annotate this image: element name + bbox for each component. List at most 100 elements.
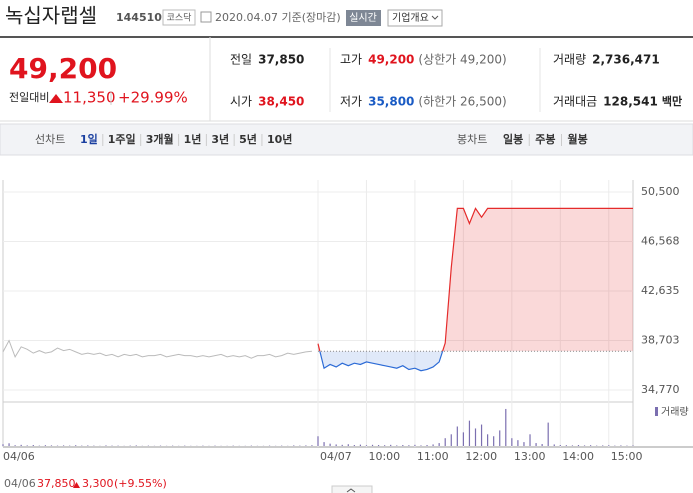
stock-name: 녹십자랩셀	[5, 4, 97, 28]
volume-bar	[359, 444, 362, 446]
tab-group-label: 봉차트	[457, 133, 487, 146]
volume-bar	[438, 443, 440, 446]
volume-bar	[493, 436, 495, 446]
stat-value: 38,450	[258, 95, 304, 109]
change: 11,350	[63, 89, 116, 107]
volume-bar	[505, 408, 507, 446]
volume-bar	[341, 444, 343, 446]
volume-bar	[583, 445, 586, 446]
volume-bar	[44, 445, 47, 446]
overview-dropdown[interactable]	[387, 9, 443, 27]
volume-bar	[541, 444, 543, 446]
volume-bar	[565, 445, 567, 446]
stat-unit: 백만	[662, 94, 682, 108]
volume-bar	[511, 438, 513, 446]
volume-bar	[456, 426, 458, 446]
volume-bar	[468, 420, 471, 446]
market: 코스닥	[167, 13, 192, 24]
footer-date: 04/06	[4, 477, 36, 490]
x-tick-label: 15:00	[611, 450, 643, 463]
volume-bar	[426, 445, 428, 446]
volume-bar	[517, 440, 519, 446]
calendar-icon	[200, 11, 212, 23]
overview[interactable]: 기업개요	[392, 11, 429, 24]
x-tick-label: 12:00	[465, 450, 497, 463]
footer-change: 3,300	[82, 477, 114, 490]
stat-extra: (상한가 49,200)	[418, 53, 506, 67]
tab[interactable]: 월봉	[568, 132, 588, 146]
down-area	[318, 351, 633, 371]
x-tick-label: 14:00	[562, 450, 594, 463]
volume-bar	[2, 444, 4, 446]
tab[interactable]: 1년	[184, 132, 202, 146]
volume-bar	[559, 445, 561, 446]
tab[interactable]: 3년	[211, 132, 229, 146]
tab[interactable]: 주봉	[535, 133, 555, 146]
volume-bar	[365, 445, 368, 446]
y-tick-label: 50,500	[641, 185, 680, 198]
volume-bar	[371, 444, 374, 446]
legend-swatch	[655, 407, 658, 416]
volume-bar	[444, 438, 446, 446]
stat-label: 고가	[340, 53, 362, 67]
stock-code: 144510	[116, 11, 162, 24]
stat-value: 49,200	[368, 53, 414, 67]
volume-bar	[432, 444, 434, 446]
volume-bar	[384, 445, 386, 446]
volume-bar	[75, 445, 77, 446]
tab[interactable]: 1일	[80, 132, 98, 146]
tab[interactable]: 1주일	[108, 132, 136, 146]
volume-bar	[499, 430, 501, 446]
stat-extra: (하한가 26,500)	[418, 95, 506, 109]
volume-bar	[535, 443, 537, 446]
x-tick-label: 11:00	[417, 450, 449, 463]
realtime[interactable]: 실시간	[349, 12, 377, 24]
volume-bar	[487, 434, 489, 446]
volume-bar	[553, 444, 555, 446]
change-label: 전일대비	[9, 90, 49, 104]
stat-value: 2,736,471	[592, 53, 660, 67]
stat-value: 35,800	[368, 95, 414, 109]
x-tick-label: 10:00	[368, 450, 400, 463]
volume-bar	[14, 445, 16, 446]
volume-bar	[632, 445, 634, 446]
volume-bar	[329, 443, 331, 446]
volume-bar	[450, 434, 452, 446]
volume-bar	[347, 444, 349, 446]
volume-bar	[353, 445, 355, 446]
x-tick-label: 04/07	[320, 450, 352, 463]
footer-rate: (+9.55%)	[114, 477, 167, 490]
stat-label: 저가	[340, 95, 362, 109]
volume-bar	[377, 445, 380, 446]
volume-bar	[523, 442, 525, 446]
volume-bar	[402, 445, 404, 446]
stat-value: 37,850	[258, 53, 304, 67]
volume-bar	[420, 445, 422, 446]
price-line-down	[319, 351, 444, 372]
tab[interactable]: 3개월	[146, 132, 174, 146]
volume-bar	[396, 445, 398, 446]
volume-bar	[474, 428, 477, 446]
volume-bar	[390, 444, 392, 446]
tab[interactable]: 10년	[267, 132, 292, 146]
market-badge	[162, 9, 196, 26]
rate: +29.99%	[118, 89, 188, 107]
y-tick-label: 38,703	[641, 333, 680, 346]
chart: 04/06 04/07 10:00 11:00 12:00 13:00 14:00 15:00…	[2, 180, 680, 463]
date: 2020.04.07 기준(장마감)	[215, 11, 341, 24]
volume-bar	[20, 444, 22, 446]
tab[interactable]: 5년	[239, 132, 257, 146]
price-line	[2, 339, 312, 359]
y-tick-label: 34,770	[641, 383, 680, 396]
volume-bar	[50, 445, 53, 446]
stat-label: 시가	[230, 95, 252, 109]
tab[interactable]: 일봉	[503, 132, 523, 146]
stat-label: 전일	[230, 53, 252, 67]
volume-bar	[317, 436, 319, 446]
up-area	[318, 208, 633, 352]
realtime-button[interactable]	[346, 10, 381, 26]
stat-value: 128,541	[603, 95, 658, 109]
volume-bar	[608, 445, 610, 446]
x-tick-label: 04/06	[3, 450, 35, 463]
